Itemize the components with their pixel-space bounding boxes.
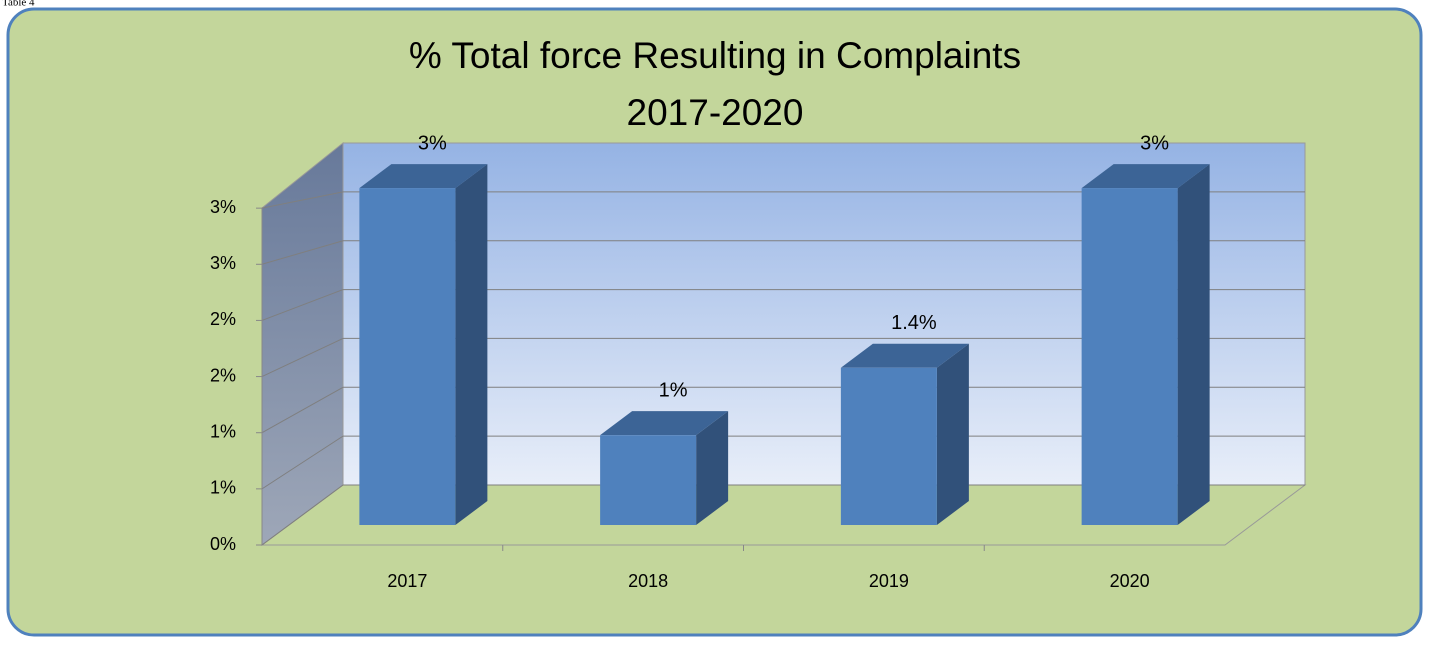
grid-line: [261, 484, 344, 546]
y-tick-label: 0%: [210, 534, 236, 554]
bar-top: [1081, 164, 1210, 189]
value-label: 1.4%: [891, 312, 937, 334]
grid-line: [261, 289, 344, 321]
grid-line: [261, 386, 344, 434]
grid-line: [261, 240, 344, 265]
y-tick-label: 1%: [210, 421, 236, 441]
bar-top: [840, 343, 969, 368]
value-label: 1%: [659, 379, 688, 401]
bar: [840, 367, 937, 525]
bar-side: [696, 411, 729, 525]
caption: Table 4: [2, 0, 35, 9]
chart-title: 2017-2020: [627, 92, 804, 133]
bar-side: [936, 343, 969, 525]
bar-side: [455, 164, 488, 525]
y-tick-label: 2%: [210, 309, 236, 329]
bar: [1081, 188, 1178, 525]
x-tick-label: 2020: [1110, 571, 1150, 591]
y-tick-label: 2%: [210, 365, 236, 385]
x-tick-label: 2017: [387, 571, 427, 591]
y-tick-label: 3%: [210, 253, 236, 273]
grid-line: [261, 337, 344, 378]
grid-line: [261, 435, 344, 490]
bar-top: [359, 164, 488, 189]
value-label: 3%: [1140, 132, 1169, 154]
bar-side: [1177, 164, 1210, 525]
grid-line: [261, 191, 344, 209]
y-tick-label: 3%: [210, 197, 236, 217]
x-tick-label: 2019: [869, 571, 909, 591]
bar: [359, 188, 456, 525]
value-label: 3%: [418, 132, 447, 154]
bar: [600, 435, 697, 525]
chart-title: % Total force Resulting in Complaints: [409, 35, 1021, 76]
y-tick-label: 1%: [210, 478, 236, 498]
x-tick-label: 2018: [628, 571, 668, 591]
bar-top: [600, 411, 729, 436]
